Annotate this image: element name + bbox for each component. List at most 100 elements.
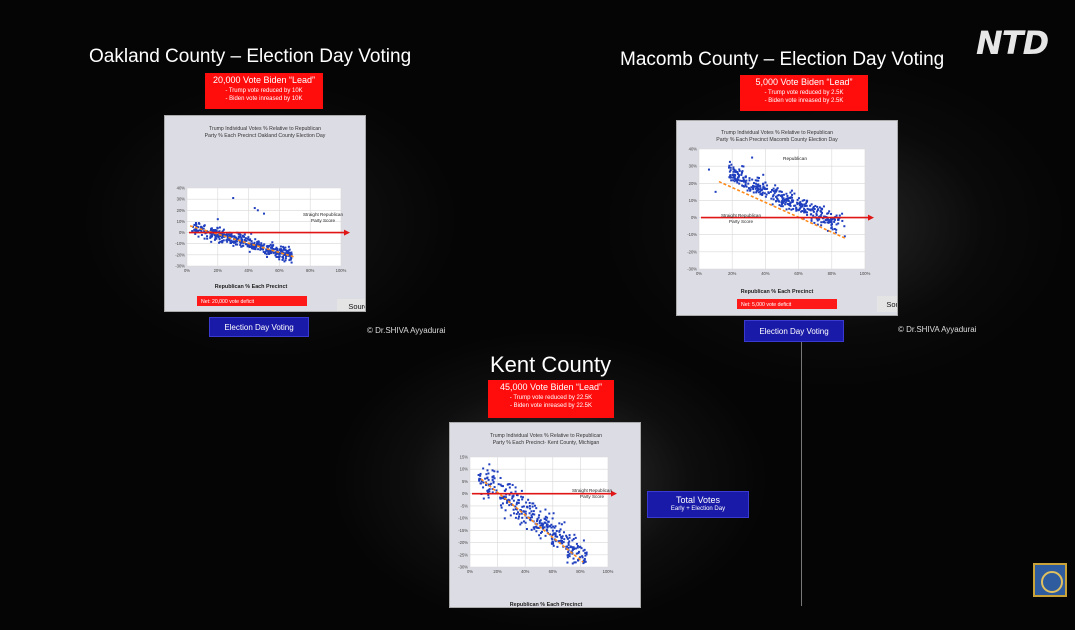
data-point bbox=[789, 202, 792, 205]
data-point bbox=[762, 187, 765, 190]
data-point bbox=[777, 194, 780, 197]
data-point bbox=[752, 187, 755, 190]
data-point bbox=[221, 230, 224, 233]
data-point bbox=[273, 248, 276, 251]
data-point bbox=[579, 545, 582, 548]
kent-chart-panel: Trump Individual Votes % Relative to Rep… bbox=[449, 422, 641, 608]
data-point bbox=[762, 173, 765, 176]
emblem-seal-icon bbox=[1033, 563, 1067, 597]
data-point bbox=[244, 239, 247, 242]
data-point bbox=[792, 207, 795, 210]
data-point bbox=[275, 246, 278, 249]
data-point bbox=[508, 486, 511, 489]
data-point bbox=[217, 236, 220, 239]
net-deficit-bar bbox=[197, 296, 307, 306]
data-point bbox=[772, 187, 775, 190]
oakland-copyright: © Dr.SHIVA Ayyadurai bbox=[367, 326, 446, 335]
data-point bbox=[577, 552, 580, 555]
data-point bbox=[290, 253, 293, 256]
data-point bbox=[537, 516, 540, 519]
data-point bbox=[766, 187, 769, 190]
data-point bbox=[729, 176, 732, 179]
data-point bbox=[832, 217, 835, 220]
data-point bbox=[759, 187, 762, 190]
baseline-label: Straight Republican bbox=[303, 212, 344, 217]
baseline-arrowhead bbox=[868, 214, 874, 221]
data-point bbox=[567, 546, 570, 549]
data-point bbox=[233, 241, 236, 244]
data-point bbox=[576, 544, 579, 547]
data-point bbox=[531, 513, 534, 516]
data-point bbox=[583, 548, 586, 551]
data-point bbox=[506, 501, 509, 504]
x-axis-label: Republican % Each Precinct bbox=[510, 602, 583, 607]
data-point bbox=[213, 233, 216, 236]
data-point bbox=[511, 495, 514, 498]
data-point bbox=[215, 234, 218, 237]
data-point bbox=[536, 518, 539, 521]
data-point bbox=[835, 223, 838, 226]
data-point bbox=[228, 237, 231, 240]
data-point bbox=[561, 535, 564, 538]
data-point bbox=[761, 191, 764, 194]
oakland-election-day-button[interactable]: Election Day Voting bbox=[209, 317, 309, 337]
data-point bbox=[788, 204, 791, 207]
data-point bbox=[529, 507, 532, 510]
data-point bbox=[541, 524, 544, 527]
data-point bbox=[503, 489, 506, 492]
data-point bbox=[218, 226, 221, 229]
data-point bbox=[479, 482, 482, 485]
data-point bbox=[577, 550, 580, 553]
data-point bbox=[810, 217, 813, 220]
data-point bbox=[219, 240, 222, 243]
data-point bbox=[803, 203, 806, 206]
data-point bbox=[231, 241, 234, 244]
data-point bbox=[561, 542, 564, 545]
data-point bbox=[561, 540, 564, 543]
data-point bbox=[782, 193, 785, 196]
data-point bbox=[778, 204, 781, 207]
data-point bbox=[515, 494, 518, 497]
data-point bbox=[256, 240, 259, 243]
data-point bbox=[535, 525, 538, 528]
data-point bbox=[284, 249, 287, 252]
data-point bbox=[776, 197, 779, 200]
data-point bbox=[728, 164, 731, 167]
data-point bbox=[276, 255, 279, 258]
data-point bbox=[790, 189, 793, 192]
data-point bbox=[568, 534, 571, 537]
data-point bbox=[781, 198, 784, 201]
data-point bbox=[533, 527, 536, 530]
data-point bbox=[246, 245, 249, 248]
data-point bbox=[525, 516, 528, 519]
data-point bbox=[559, 528, 562, 531]
y-tick-label: -10% bbox=[175, 241, 185, 246]
data-point bbox=[487, 496, 490, 499]
data-point bbox=[741, 165, 744, 168]
data-point bbox=[499, 476, 502, 479]
data-point bbox=[566, 561, 569, 564]
data-point bbox=[756, 176, 759, 179]
data-point bbox=[795, 209, 798, 212]
data-point bbox=[517, 517, 520, 520]
data-point bbox=[479, 474, 482, 477]
data-point bbox=[256, 209, 259, 212]
oakland-scatter-chart: Trump Individual Votes % Relative to Rep… bbox=[175, 126, 365, 311]
data-point bbox=[486, 491, 489, 494]
data-point bbox=[237, 235, 240, 238]
macomb-election-day-button[interactable]: Election Day Voting bbox=[744, 320, 844, 342]
data-point bbox=[247, 236, 250, 239]
data-point bbox=[733, 170, 736, 173]
data-point bbox=[541, 530, 544, 533]
data-point bbox=[828, 210, 831, 213]
kent-total-votes-button[interactable]: Total Votes Early + Election Day bbox=[647, 491, 749, 518]
chart-inner-title: Trump Individual Votes % Relative to Rep… bbox=[490, 433, 602, 439]
data-point bbox=[283, 247, 286, 250]
data-point bbox=[804, 204, 807, 207]
data-point bbox=[236, 243, 239, 246]
data-point bbox=[200, 233, 203, 236]
data-point bbox=[231, 235, 234, 238]
data-point bbox=[751, 184, 754, 187]
data-point bbox=[814, 204, 817, 207]
x-tick-label: 80% bbox=[828, 271, 837, 276]
